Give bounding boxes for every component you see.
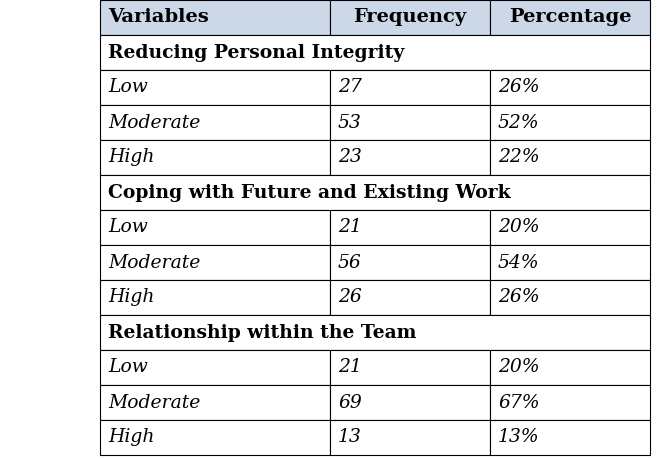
Bar xyxy=(100,420,330,455)
Text: Reducing Personal Integrity: Reducing Personal Integrity xyxy=(108,44,405,61)
Text: Percentage: Percentage xyxy=(509,9,631,27)
Bar xyxy=(490,70,650,105)
Text: Moderate: Moderate xyxy=(108,393,201,411)
Text: 53: 53 xyxy=(338,114,362,131)
Bar xyxy=(490,0,650,35)
Bar xyxy=(100,0,330,35)
Bar xyxy=(100,0,330,35)
Bar xyxy=(100,175,650,210)
Bar xyxy=(100,315,650,350)
Bar xyxy=(490,105,650,140)
Bar xyxy=(100,35,650,70)
Text: 26%: 26% xyxy=(498,78,540,97)
Bar xyxy=(490,70,650,105)
Bar xyxy=(490,210,650,245)
Text: 13: 13 xyxy=(338,429,362,447)
Bar xyxy=(100,210,330,245)
Bar xyxy=(490,385,650,420)
Text: Low: Low xyxy=(108,359,148,376)
Text: 56: 56 xyxy=(338,253,362,272)
Bar xyxy=(100,105,330,140)
Text: Moderate: Moderate xyxy=(108,253,201,272)
Bar xyxy=(330,280,490,315)
Bar xyxy=(330,245,490,280)
Bar xyxy=(490,385,650,420)
Bar xyxy=(100,385,330,420)
Bar xyxy=(330,210,490,245)
Bar xyxy=(330,0,490,35)
Bar xyxy=(490,245,650,280)
Bar xyxy=(490,280,650,315)
Bar xyxy=(490,140,650,175)
Bar xyxy=(330,245,490,280)
Bar xyxy=(330,140,490,175)
Bar xyxy=(100,245,330,280)
Bar xyxy=(490,420,650,455)
Text: 21: 21 xyxy=(338,359,362,376)
Text: 13%: 13% xyxy=(498,429,540,447)
Text: 21: 21 xyxy=(338,218,362,236)
Bar xyxy=(100,70,330,105)
Text: 20%: 20% xyxy=(498,359,540,376)
Bar xyxy=(100,70,330,105)
Bar xyxy=(330,280,490,315)
Bar xyxy=(490,350,650,385)
Text: Moderate: Moderate xyxy=(108,114,201,131)
Text: 22%: 22% xyxy=(498,148,540,167)
Bar xyxy=(490,0,650,35)
Bar xyxy=(100,350,330,385)
Bar xyxy=(100,35,650,70)
Bar xyxy=(490,280,650,315)
Bar xyxy=(100,140,330,175)
Bar xyxy=(330,350,490,385)
Bar xyxy=(330,385,490,420)
Text: 27: 27 xyxy=(338,78,362,97)
Text: 52%: 52% xyxy=(498,114,540,131)
Bar xyxy=(100,210,330,245)
Bar xyxy=(100,280,330,315)
Bar xyxy=(100,350,330,385)
Bar xyxy=(490,140,650,175)
Bar xyxy=(330,70,490,105)
Text: Low: Low xyxy=(108,78,148,97)
Bar xyxy=(100,280,330,315)
Text: Coping with Future and Existing Work: Coping with Future and Existing Work xyxy=(108,184,511,202)
Text: 20%: 20% xyxy=(498,218,540,236)
Bar xyxy=(100,105,330,140)
Bar xyxy=(100,420,330,455)
Text: 23: 23 xyxy=(338,148,362,167)
Bar xyxy=(490,105,650,140)
Bar xyxy=(100,140,330,175)
Bar xyxy=(100,245,330,280)
Text: 69: 69 xyxy=(338,393,362,411)
Bar xyxy=(330,350,490,385)
Bar xyxy=(490,420,650,455)
Bar xyxy=(330,140,490,175)
Bar xyxy=(490,350,650,385)
Text: 26%: 26% xyxy=(498,289,540,306)
Bar xyxy=(330,0,490,35)
Bar xyxy=(330,105,490,140)
Text: Variables: Variables xyxy=(108,9,209,27)
Bar xyxy=(490,210,650,245)
Bar xyxy=(100,175,650,210)
Bar xyxy=(330,105,490,140)
Bar xyxy=(100,385,330,420)
Bar xyxy=(490,245,650,280)
Bar xyxy=(330,420,490,455)
Text: 67%: 67% xyxy=(498,393,540,411)
Text: 54%: 54% xyxy=(498,253,540,272)
Bar xyxy=(330,420,490,455)
Bar xyxy=(330,210,490,245)
Text: 26: 26 xyxy=(338,289,362,306)
Bar xyxy=(330,385,490,420)
Bar xyxy=(330,70,490,105)
Text: Low: Low xyxy=(108,218,148,236)
Text: Relationship within the Team: Relationship within the Team xyxy=(108,323,417,342)
Text: High: High xyxy=(108,148,155,167)
Text: High: High xyxy=(108,429,155,447)
Text: High: High xyxy=(108,289,155,306)
Text: Frequency: Frequency xyxy=(353,9,467,27)
Bar xyxy=(100,315,650,350)
